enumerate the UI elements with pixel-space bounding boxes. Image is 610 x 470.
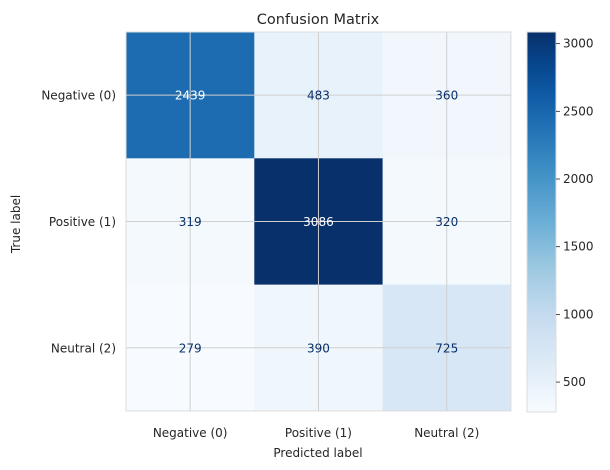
chart-title: Confusion Matrix bbox=[257, 12, 380, 28]
cell-value-label: 3086 bbox=[303, 215, 334, 229]
cell-value-labels: 2439 483 360 319 3086 320 279 390 725 bbox=[175, 89, 458, 356]
colorbar-tick-label: 2000 bbox=[563, 172, 594, 186]
cell-value-label: 279 bbox=[179, 341, 202, 355]
x-tick-label: Neutral (2) bbox=[414, 426, 479, 440]
y-axis-label: True label bbox=[9, 195, 23, 254]
colorbar-tick-label: 2500 bbox=[563, 104, 594, 118]
x-axis-label: Predicted label bbox=[273, 446, 362, 460]
y-tick-label: Positive (1) bbox=[49, 215, 116, 229]
colorbar-ticks: 500 1000 1500 2000 2500 3000 bbox=[556, 37, 594, 389]
y-tick-label: Negative (0) bbox=[41, 89, 116, 103]
cell-value-label: 319 bbox=[179, 215, 202, 229]
y-tick-label: Neutral (2) bbox=[51, 341, 116, 355]
colorbar-tick-label: 1000 bbox=[563, 307, 594, 321]
y-tick-labels: Negative (0) Positive (1) Neutral (2) bbox=[41, 89, 116, 356]
plot-frame bbox=[125, 31, 512, 412]
colorbar-tick-label: 3000 bbox=[563, 37, 594, 51]
cell-value-label: 725 bbox=[435, 341, 458, 355]
cell-value-label: 320 bbox=[435, 215, 458, 229]
colorbar-tick-label: 500 bbox=[563, 375, 586, 389]
x-tick-label: Positive (1) bbox=[285, 426, 352, 440]
cell-value-label: 2439 bbox=[175, 89, 206, 103]
x-tick-label: Negative (0) bbox=[153, 426, 228, 440]
colorbar bbox=[526, 31, 557, 413]
grid-lines bbox=[125, 31, 512, 412]
x-tick-labels: Negative (0) Positive (1) Neutral (2) bbox=[153, 426, 479, 440]
cell-value-label: 360 bbox=[435, 89, 458, 103]
cell-value-label: 483 bbox=[307, 89, 330, 103]
colorbar-tick-label: 1500 bbox=[563, 240, 594, 254]
cell-value-label: 390 bbox=[307, 341, 330, 355]
